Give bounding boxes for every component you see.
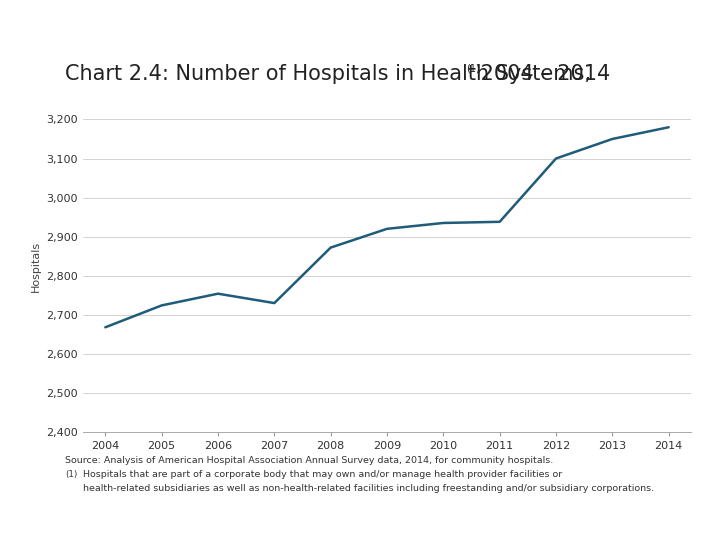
Text: Chart 2.4: Number of Hospitals in Health Systems,: Chart 2.4: Number of Hospitals in Health… (65, 64, 591, 84)
Text: (1): (1) (467, 64, 480, 74)
Y-axis label: Hospitals: Hospitals (31, 240, 40, 292)
Text: Source: Analysis of American Hospital Association Annual Survey data, 2014, for : Source: Analysis of American Hospital As… (65, 456, 553, 465)
Text: Hospitals that are part of a corporate body that may own and/or manage health pr: Hospitals that are part of a corporate b… (83, 470, 562, 480)
Text: (1): (1) (65, 470, 77, 480)
Text: Organizational Trends: Organizational Trends (17, 42, 138, 52)
Text: 2004 – 2014: 2004 – 2014 (474, 64, 610, 84)
Text: TRENDWATCH CHARTBOOK 2016: TRENDWATCH CHARTBOOK 2016 (17, 17, 176, 26)
Text: health-related subsidiaries as well as non-health-related facilities including f: health-related subsidiaries as well as n… (83, 484, 654, 494)
